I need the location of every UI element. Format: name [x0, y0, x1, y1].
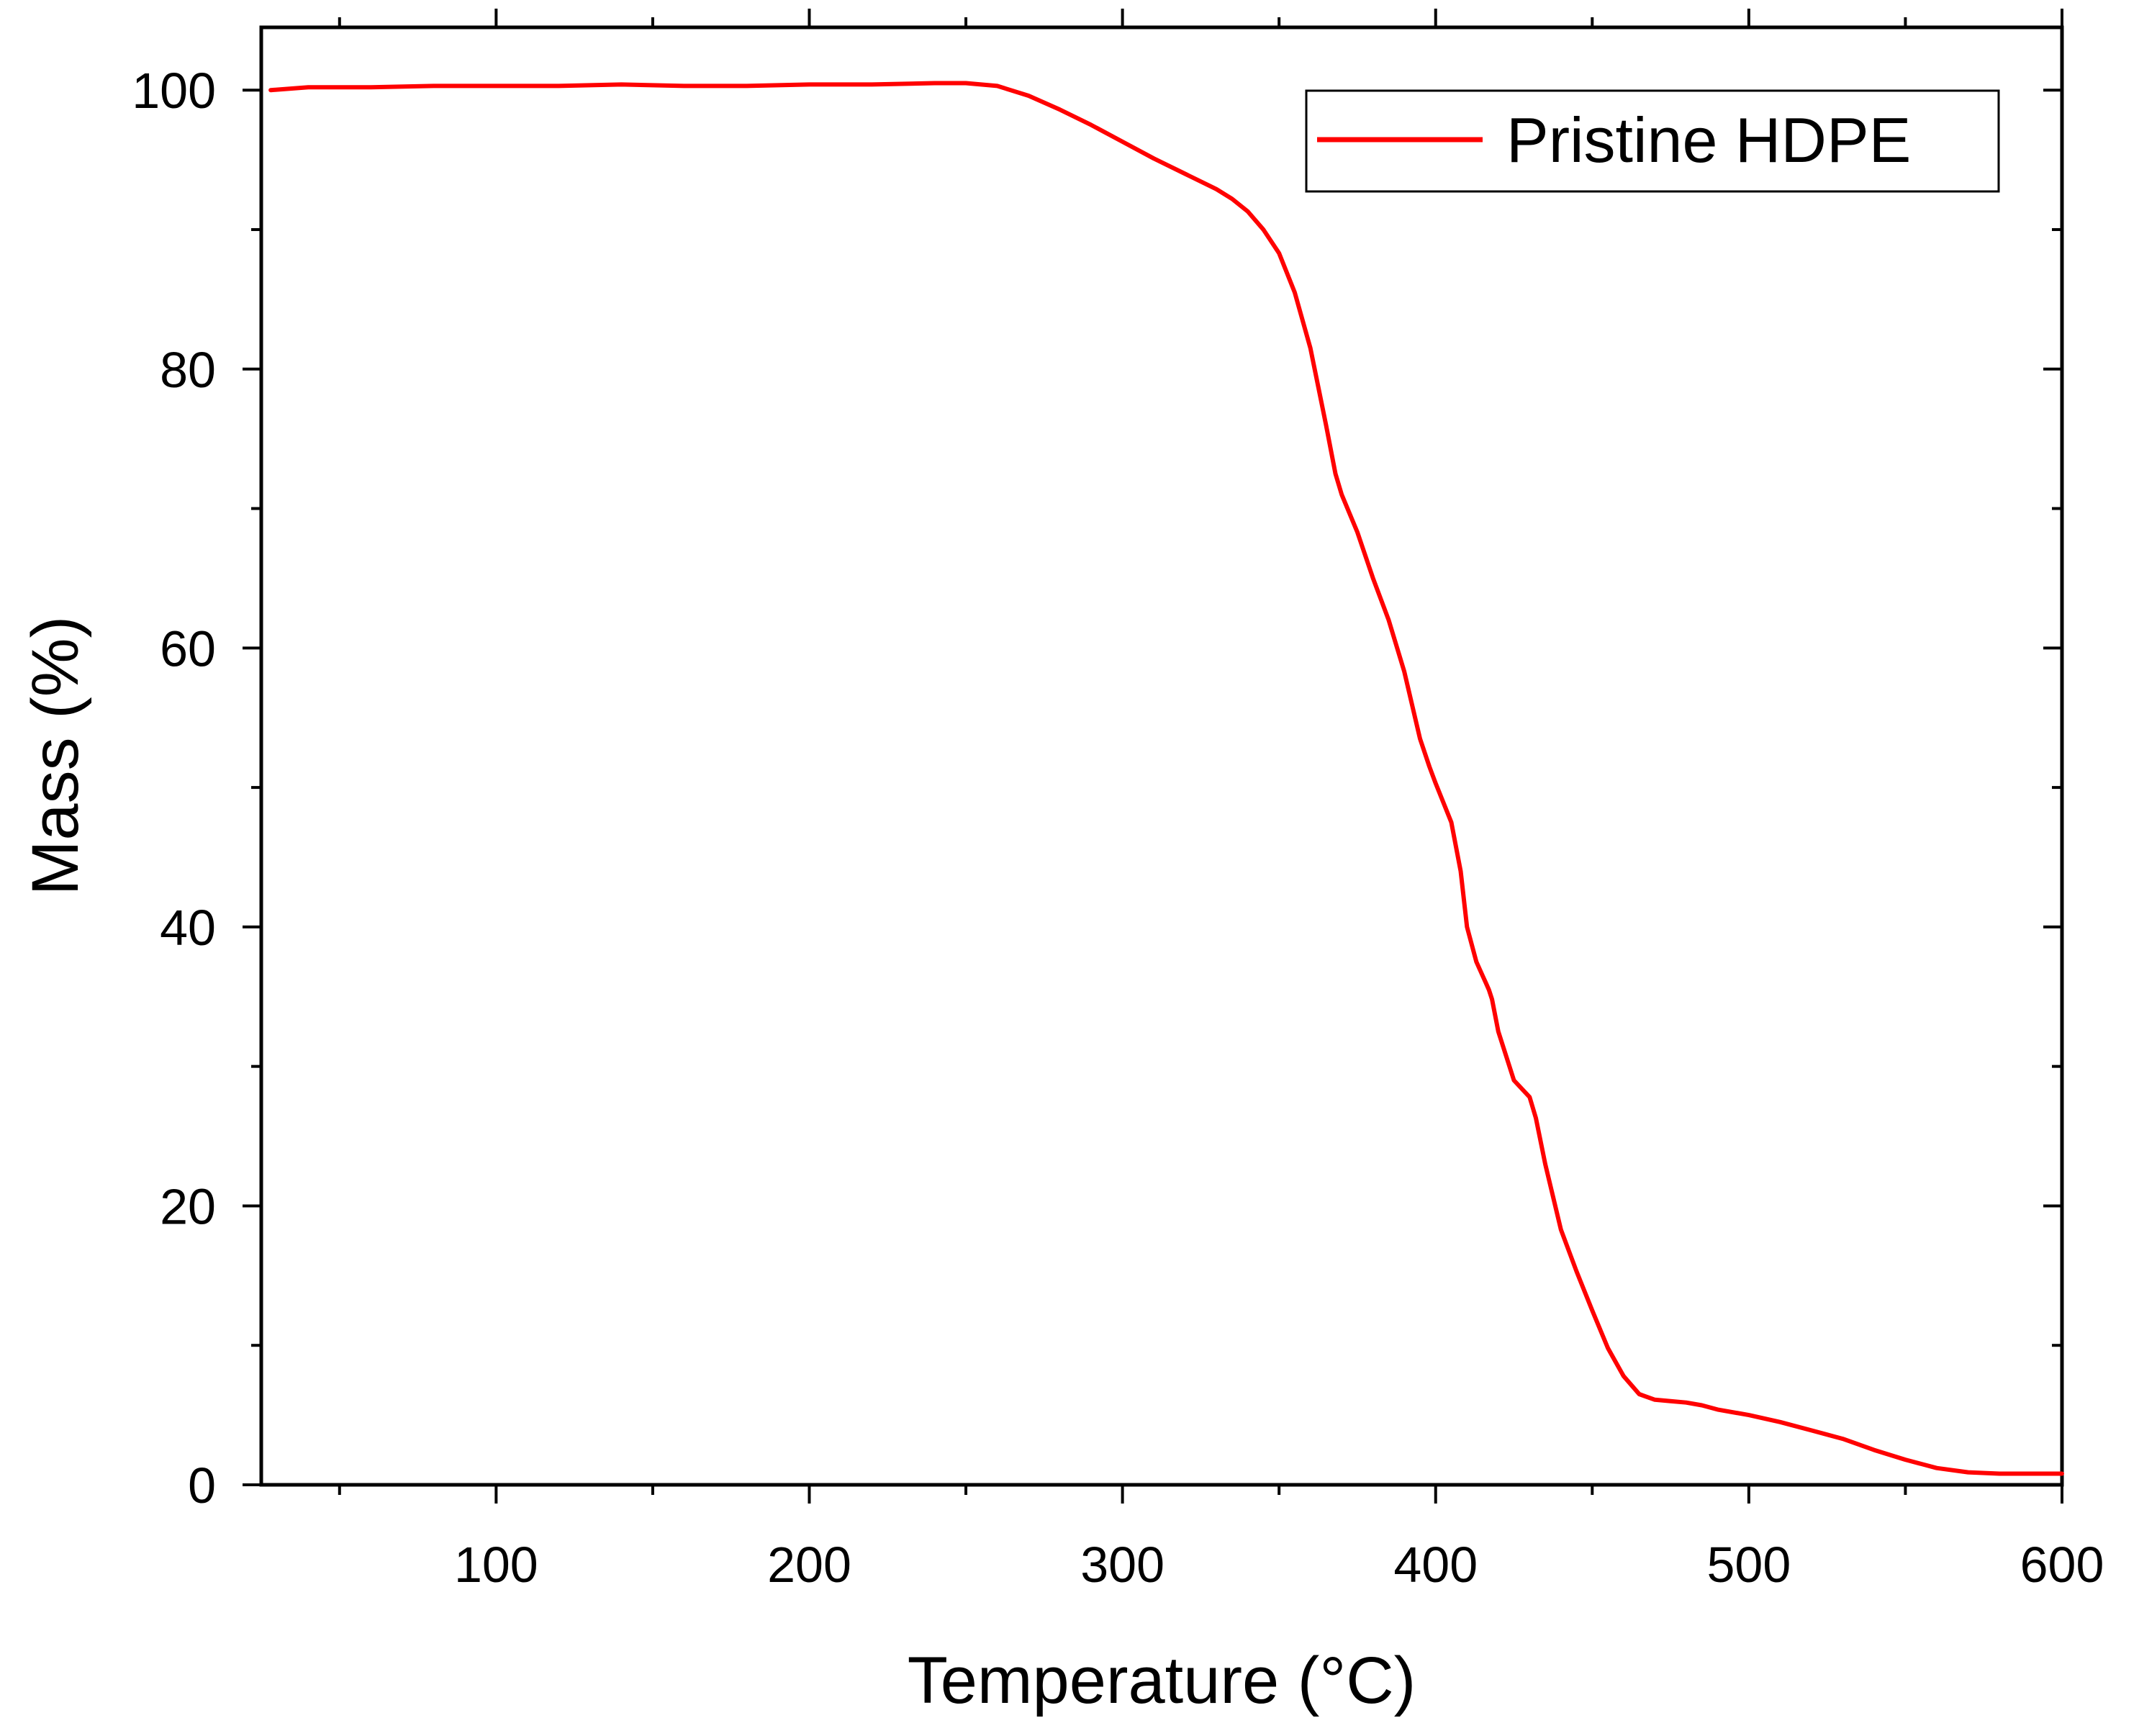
- x-tick-label: 200: [767, 1537, 851, 1593]
- y-tick-label: 0: [188, 1457, 216, 1514]
- x-tick-label: 500: [1706, 1537, 1791, 1593]
- legend: Pristine HDPE: [1305, 89, 2000, 193]
- plot-frame: [259, 25, 2064, 1487]
- y-tick-label: 80: [160, 342, 216, 398]
- y-tick-label: 100: [132, 63, 216, 119]
- x-tick-label: 300: [1080, 1537, 1165, 1593]
- y-tick-label: 40: [160, 900, 216, 956]
- plot-area: [243, 9, 2064, 1504]
- y-tick-label: 60: [160, 620, 216, 677]
- x-tick-label: 100: [454, 1537, 538, 1593]
- series-line-pristine-hdpe: [268, 81, 2064, 1476]
- x-tick-labels: 100 200 300 400 500 600: [454, 1537, 2104, 1593]
- ticks-layer: [243, 9, 2063, 1504]
- x-tick-label: 400: [1393, 1537, 1478, 1593]
- y-tick-labels: 0 20 40 60 80 100: [132, 63, 216, 1514]
- y-tick-label: 20: [160, 1178, 216, 1234]
- legend-label-pristine-hdpe: Pristine HDPE: [1506, 104, 1911, 176]
- x-axis-title: Temperature (°C): [908, 1644, 1416, 1717]
- y-axis-title: Mass (%): [19, 616, 92, 895]
- x-tick-label: 600: [2020, 1537, 2104, 1593]
